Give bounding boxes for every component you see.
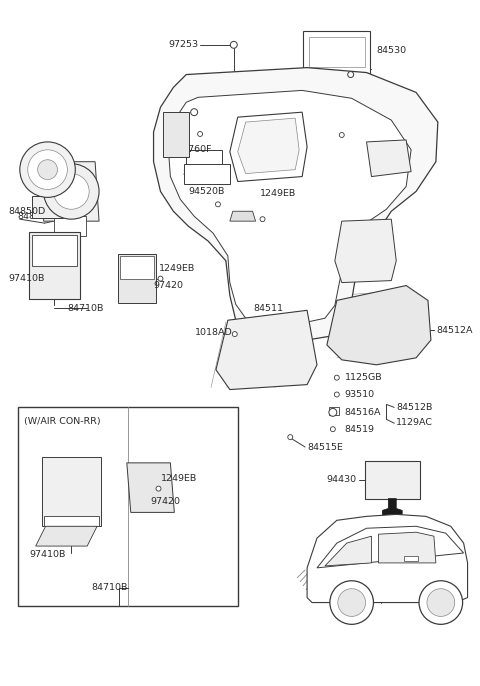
Polygon shape (327, 285, 431, 365)
Text: 93760F: 93760F (176, 145, 212, 154)
Text: 84850D: 84850D (18, 212, 55, 221)
Text: 84710B: 84710B (67, 304, 104, 313)
Bar (404, 556, 418, 561)
Text: 84850D: 84850D (8, 206, 45, 215)
Circle shape (339, 132, 344, 137)
Circle shape (330, 427, 336, 431)
Text: 84515E: 84515E (307, 442, 343, 451)
Bar (186, 150, 222, 172)
Text: 97410B: 97410B (30, 549, 66, 558)
Circle shape (427, 589, 455, 617)
Bar (364, 461, 420, 499)
Polygon shape (378, 532, 436, 563)
Bar (55, 216, 86, 236)
Polygon shape (238, 118, 299, 174)
Bar (303, 31, 371, 73)
Polygon shape (335, 219, 396, 283)
Text: 94520B: 94520B (188, 187, 225, 196)
Polygon shape (168, 91, 411, 324)
Text: 1125GB: 1125GB (345, 373, 383, 382)
Bar (184, 164, 230, 184)
Circle shape (330, 581, 373, 624)
Text: 84530: 84530 (376, 46, 407, 56)
Circle shape (288, 435, 293, 440)
Circle shape (260, 217, 265, 222)
Polygon shape (216, 310, 317, 390)
Text: 1125KF: 1125KF (183, 80, 219, 89)
Text: 84512A: 84512A (436, 326, 472, 335)
Polygon shape (44, 162, 99, 221)
Circle shape (338, 589, 366, 617)
Circle shape (232, 331, 237, 337)
Text: 95100B: 95100B (345, 106, 381, 115)
Bar (309, 37, 364, 67)
Text: 84830B: 84830B (182, 169, 219, 178)
Polygon shape (42, 457, 101, 526)
Text: 1249EB: 1249EB (160, 474, 197, 483)
Polygon shape (127, 463, 174, 512)
Text: 93510: 93510 (345, 390, 375, 399)
Polygon shape (325, 536, 372, 566)
Polygon shape (36, 526, 97, 546)
Bar (164, 113, 189, 157)
Polygon shape (307, 514, 468, 602)
Text: 1018AD: 1018AD (195, 328, 233, 337)
Polygon shape (383, 499, 402, 517)
Text: 84512B: 84512B (396, 403, 432, 412)
Text: 84511: 84511 (253, 304, 284, 313)
Polygon shape (118, 254, 156, 303)
Polygon shape (230, 113, 307, 182)
Text: 97253: 97253 (168, 40, 198, 49)
Bar (329, 407, 339, 415)
Circle shape (335, 392, 339, 397)
Polygon shape (29, 232, 80, 299)
Polygon shape (154, 68, 438, 340)
Polygon shape (367, 140, 411, 176)
Circle shape (230, 41, 237, 48)
Circle shape (329, 408, 337, 416)
Circle shape (335, 375, 339, 380)
Text: 84710B: 84710B (91, 583, 128, 592)
Circle shape (198, 132, 203, 137)
Circle shape (419, 581, 463, 624)
Text: 1249EB: 1249EB (260, 189, 296, 198)
Circle shape (156, 486, 161, 491)
Text: 84519: 84519 (345, 425, 375, 434)
Text: 97420: 97420 (151, 497, 180, 506)
Polygon shape (230, 211, 255, 221)
Text: 97420: 97420 (154, 281, 183, 290)
Polygon shape (317, 526, 464, 568)
Text: 1129AC: 1129AC (396, 418, 433, 427)
Circle shape (348, 71, 354, 78)
Text: 84516A: 84516A (345, 408, 381, 417)
Text: (W/AIR CON-RR): (W/AIR CON-RR) (24, 417, 100, 426)
Bar (32, 235, 77, 265)
Circle shape (53, 174, 89, 209)
Text: 97410B: 97410B (8, 274, 44, 283)
Circle shape (191, 108, 198, 116)
Circle shape (216, 202, 220, 206)
Bar (120, 256, 154, 279)
Circle shape (44, 164, 99, 219)
Bar (18, 407, 238, 606)
Polygon shape (44, 517, 99, 526)
Bar (32, 196, 63, 218)
Text: 1249EB: 1249EB (158, 264, 195, 273)
Circle shape (20, 142, 75, 198)
Circle shape (28, 150, 67, 189)
Circle shape (158, 276, 163, 281)
Text: 94430: 94430 (326, 475, 357, 484)
Circle shape (37, 160, 58, 180)
